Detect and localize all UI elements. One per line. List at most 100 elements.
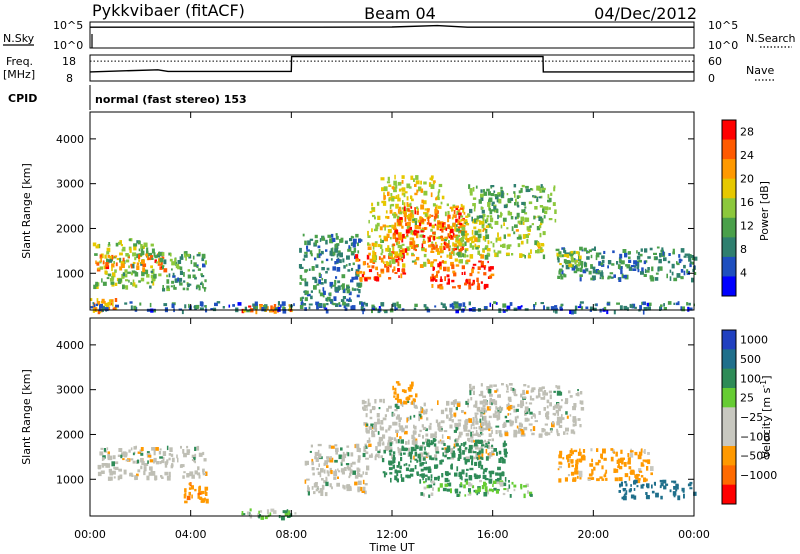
echo-cell xyxy=(423,466,428,471)
echo-cell xyxy=(633,488,636,491)
velocity-cbar-tick: 500 xyxy=(740,353,761,366)
echo-cell xyxy=(469,390,472,396)
echo-cell xyxy=(108,242,111,245)
echo-cell xyxy=(372,250,375,256)
echo-cell xyxy=(448,248,451,252)
echo-cell xyxy=(506,385,509,391)
echo-cell xyxy=(530,249,532,254)
echo-cell xyxy=(455,301,459,305)
echo-cell xyxy=(564,250,567,255)
echo-cell xyxy=(651,490,655,494)
echo-cell xyxy=(365,471,368,475)
echo-cell xyxy=(562,417,565,420)
echo-cell xyxy=(467,429,471,433)
echo-cell xyxy=(368,426,372,430)
echo-cell xyxy=(386,267,390,273)
echo-cell xyxy=(579,424,582,428)
echo-cell xyxy=(546,411,550,414)
echo-cell xyxy=(154,255,158,259)
echo-cell xyxy=(428,466,431,470)
echo-cell xyxy=(133,282,136,287)
echo-cell xyxy=(599,308,602,313)
echo-cell xyxy=(130,447,133,451)
echo-cell xyxy=(412,218,416,221)
echo-cell xyxy=(316,453,319,456)
echo-cell xyxy=(640,448,643,453)
echo-cell xyxy=(380,302,385,307)
echo-cell xyxy=(452,250,455,256)
echo-cell xyxy=(518,236,522,240)
echo-cell xyxy=(488,415,492,419)
echo-cell xyxy=(451,216,454,220)
echo-cell xyxy=(478,220,481,225)
echo-cell xyxy=(483,468,487,473)
echo-cell xyxy=(368,443,372,447)
echo-cell xyxy=(204,260,207,265)
power-cbar-tick: 24 xyxy=(740,149,754,162)
echo-cell xyxy=(549,428,553,431)
echo-cell xyxy=(650,472,653,476)
echo-cell xyxy=(612,250,615,254)
echo-cell xyxy=(105,265,110,270)
echo-cell xyxy=(565,265,570,270)
echo-cell xyxy=(616,261,619,265)
echo-cell xyxy=(481,407,485,411)
echo-cell xyxy=(130,472,133,475)
echo-cell xyxy=(471,455,474,461)
echo-cell xyxy=(415,231,419,236)
echo-cell xyxy=(634,474,638,478)
echo-cell xyxy=(458,449,462,454)
echo-cell xyxy=(500,456,504,460)
echo-cell xyxy=(463,442,466,447)
echo-cell xyxy=(117,475,120,481)
echo-cell xyxy=(414,451,418,457)
echo-cell xyxy=(373,424,377,430)
echo-cell xyxy=(329,292,332,297)
echo-cell xyxy=(241,511,244,516)
echo-cell xyxy=(408,464,411,467)
echo-cell xyxy=(451,447,454,451)
echo-cell xyxy=(629,488,632,492)
velocity-cbar-tick: −1000 xyxy=(740,469,777,482)
echo-cell xyxy=(486,386,491,391)
echo-cell xyxy=(99,266,103,270)
echo-cell xyxy=(686,302,689,306)
echo-cell xyxy=(428,425,432,430)
echo-cell xyxy=(317,449,320,454)
echo-cell xyxy=(390,461,395,464)
echo-cell xyxy=(558,270,561,275)
echo-cell xyxy=(689,481,693,485)
echo-cell xyxy=(570,257,574,263)
echo-cell xyxy=(534,206,538,210)
echo-cell xyxy=(574,260,577,265)
echo-cell xyxy=(659,266,663,271)
echo-cell xyxy=(129,301,133,304)
echo-cell xyxy=(525,411,529,415)
echo-cell xyxy=(687,483,692,487)
echo-cell xyxy=(455,224,458,227)
echo-cell xyxy=(249,508,252,512)
echo-cell xyxy=(481,433,484,436)
echo-cell xyxy=(352,243,356,248)
echo-cell xyxy=(448,236,452,239)
echo-cell xyxy=(468,418,472,423)
echo-cell xyxy=(510,198,514,201)
echo-cell xyxy=(468,184,471,189)
echo-cell xyxy=(515,229,519,232)
echo-cell xyxy=(378,439,382,444)
echo-cell xyxy=(425,438,429,443)
echo-cell xyxy=(541,386,545,390)
echo-cell xyxy=(418,186,422,192)
echo-cell xyxy=(416,206,419,210)
echo-cell xyxy=(341,274,346,279)
echo-cell xyxy=(601,465,604,470)
echo-cell xyxy=(366,429,370,434)
velocity-cbar-tick: −100 xyxy=(740,430,770,443)
echo-cell xyxy=(437,196,440,201)
echo-cell xyxy=(491,202,494,206)
echo-cell xyxy=(531,398,535,401)
echo-cell xyxy=(142,263,147,267)
echo-cell xyxy=(558,478,562,483)
echo-cell xyxy=(441,250,444,253)
echo-cell xyxy=(404,217,407,222)
